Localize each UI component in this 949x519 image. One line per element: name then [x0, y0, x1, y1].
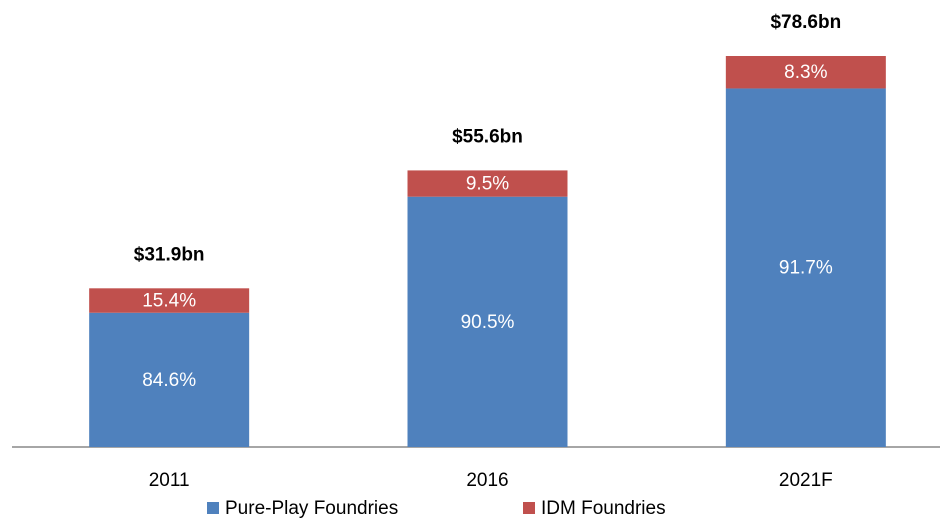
legend-swatch — [207, 502, 219, 514]
data-label: 8.3% — [784, 62, 827, 83]
total-label: $55.6bn — [452, 126, 523, 147]
legend-label: Pure-Play Foundries — [225, 498, 398, 519]
x-tick-label: 2021F — [779, 470, 833, 491]
bar-segment — [407, 196, 568, 447]
total-label: $31.9bn — [134, 244, 205, 265]
data-label: 90.5% — [461, 312, 515, 333]
bar-segment — [89, 288, 250, 313]
bar-segment — [89, 312, 250, 447]
legend-label: IDM Foundries — [541, 498, 666, 519]
data-label: 84.6% — [142, 370, 196, 391]
x-tick-label: 2011 — [149, 470, 190, 491]
x-tick-label: 2016 — [466, 470, 508, 491]
legend-swatch — [523, 502, 535, 514]
data-label: 15.4% — [142, 291, 196, 312]
data-label: 91.7% — [779, 258, 833, 279]
bar-segment — [725, 88, 886, 447]
total-label: $78.6bn — [770, 12, 841, 33]
data-label: 9.5% — [466, 174, 509, 195]
bar-segment — [407, 170, 568, 197]
bar-segment — [725, 56, 886, 89]
